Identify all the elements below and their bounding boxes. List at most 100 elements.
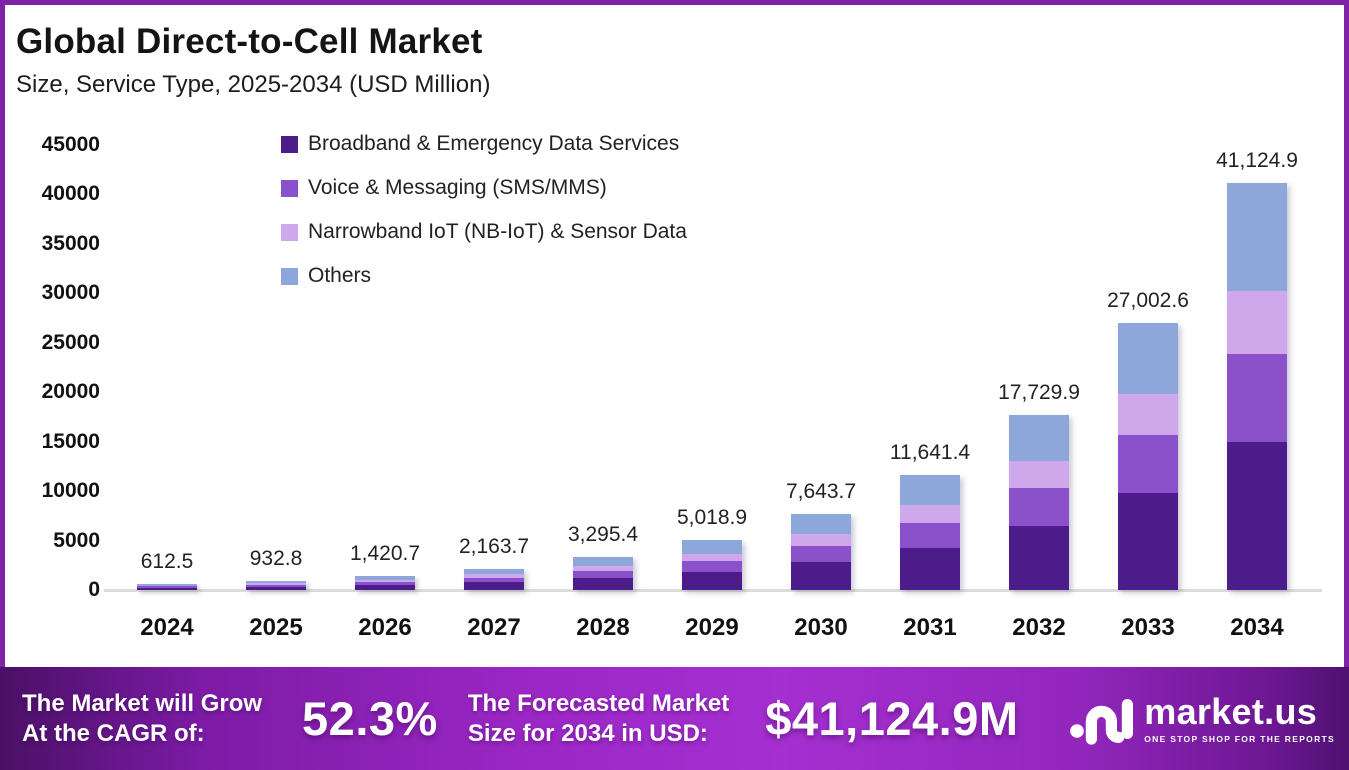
- bar-value-label: 27,002.6: [1107, 288, 1189, 312]
- bar-segment: [246, 586, 306, 590]
- bar-segment: [1227, 291, 1287, 355]
- bar-2025: [246, 580, 306, 590]
- legend-label: Broadband & Emergency Data Services: [308, 132, 680, 155]
- bar-segment: [246, 580, 306, 584]
- y-tick-label: 15000: [41, 429, 100, 453]
- cagr-label-line2: At the CAGR of:: [22, 719, 205, 747]
- bar-segment: [791, 546, 851, 563]
- bar-2028: [573, 557, 633, 590]
- bar-segment: [900, 547, 960, 590]
- bar-segment: [1009, 461, 1069, 489]
- forecast-label-line2: Size for 2034 in USD:: [467, 719, 708, 747]
- bar-segment: [573, 557, 633, 567]
- legend-swatch: [281, 267, 298, 285]
- y-tick-label: 40000: [41, 182, 100, 206]
- x-axis-label: 2025: [249, 614, 303, 641]
- x-axis-line: [104, 589, 1322, 592]
- bar-segment: [355, 581, 415, 585]
- bar-segment: [1009, 525, 1069, 590]
- brand-logo: market.us ONE STOP SHOP FOR THE REPORTS: [1069, 691, 1335, 747]
- legend-swatch: [281, 135, 298, 153]
- bar-segment: [464, 568, 524, 575]
- bar-segment: [791, 534, 851, 547]
- bar-value-label: 932.8: [249, 546, 303, 570]
- x-axis-label: 2031: [903, 614, 957, 641]
- bar-segment: [246, 583, 306, 585]
- bar-value-label: 17,729.9: [998, 380, 1080, 404]
- bar-2034: [1227, 183, 1287, 590]
- bar-2026: [355, 575, 415, 590]
- x-axis-label: 2034: [1230, 614, 1284, 641]
- bar-segment: [137, 583, 197, 586]
- bar-segment: [1009, 414, 1069, 462]
- bar-value-label: 2,163.7: [458, 534, 530, 558]
- bar-segment: [900, 474, 960, 506]
- bar-value-label: 5,018.9: [676, 506, 748, 530]
- bar-segment: [1227, 441, 1287, 590]
- page-subtitle: Size, Service Type, 2025-2034 (USD Milli…: [16, 71, 491, 98]
- bar-segment: [464, 582, 524, 590]
- forecast-value: $41,124.9M: [765, 692, 1019, 745]
- y-tick-label: 0: [88, 578, 100, 601]
- bar-segment: [246, 584, 306, 587]
- legend-label: Others: [308, 264, 372, 287]
- bar-segment: [682, 571, 742, 590]
- legend-item: Others: [281, 263, 371, 289]
- bar-segment: [355, 584, 415, 590]
- bar-2031: [900, 474, 960, 590]
- y-tick-label: 45000: [41, 133, 100, 156]
- bar-segment: [1009, 488, 1069, 526]
- bar-segment: [900, 523, 960, 548]
- bar-segment: [355, 575, 415, 580]
- bar-2033: [1118, 322, 1178, 590]
- bar-segment: [682, 561, 742, 572]
- bar-segment: [573, 571, 633, 579]
- page-title: Global Direct-to-Cell Market: [16, 22, 483, 61]
- legend-label: Narrowband IoT (NB-IoT) & Sensor Data: [308, 220, 687, 243]
- brand-name: market.us: [1144, 690, 1318, 732]
- header: Global Direct-to-Cell Market Size, Servi…: [16, 22, 490, 99]
- bar-segment: [791, 514, 851, 535]
- bar-segment: [682, 540, 742, 554]
- forecast-label-line1: The Forecasted Market: [467, 690, 730, 718]
- bar-segment: [137, 587, 197, 590]
- legend-swatch: [281, 179, 298, 197]
- bar-segment: [1118, 435, 1178, 493]
- bar-segment: [573, 566, 633, 572]
- bar-segment: [1227, 354, 1287, 442]
- bar-2027: [464, 568, 524, 590]
- y-tick-label: 30000: [41, 281, 100, 305]
- x-axis-label: 2033: [1121, 614, 1175, 641]
- bar-segment: [464, 577, 524, 583]
- bar-2030: [791, 514, 851, 590]
- bar-segment: [355, 579, 415, 582]
- forecast-label: The Forecasted Market Size for 2034 in U…: [468, 689, 729, 748]
- bar-segment: [464, 574, 524, 578]
- legend-item: Broadband & Emergency Data Services: [281, 131, 679, 157]
- y-tick-label: 5000: [53, 528, 100, 552]
- bar-segment: [137, 586, 197, 588]
- bar-segment: [1118, 322, 1178, 394]
- x-axis-label: 2024: [140, 614, 194, 641]
- bar-segment: [1118, 393, 1178, 436]
- bar-2032: [1009, 414, 1069, 590]
- cagr-value: 52.3%: [302, 692, 438, 745]
- x-axis-label: 2026: [358, 614, 412, 641]
- bar-segment: [137, 585, 197, 587]
- market-us-logo-icon: [1070, 698, 1134, 745]
- bar-segment: [900, 505, 960, 524]
- bar-value-label: 41,124.9: [1216, 149, 1298, 173]
- legend-label: Voice & Messaging (SMS/MMS): [308, 176, 607, 199]
- footer-banner: The Market will Grow At the CAGR of: 52.…: [0, 667, 1349, 770]
- bar-value-label: 7,643.7: [785, 480, 857, 504]
- bar-value-label: 11,641.4: [889, 440, 971, 464]
- bar-segment: [573, 578, 633, 590]
- x-axis-label: 2027: [467, 614, 521, 641]
- y-tick-label: 20000: [41, 380, 100, 404]
- bar-segment: [682, 553, 742, 562]
- cagr-label: The Market will Grow At the CAGR of:: [22, 689, 262, 748]
- bar-value-label: 612.5: [140, 549, 194, 573]
- legend-swatch: [281, 223, 298, 241]
